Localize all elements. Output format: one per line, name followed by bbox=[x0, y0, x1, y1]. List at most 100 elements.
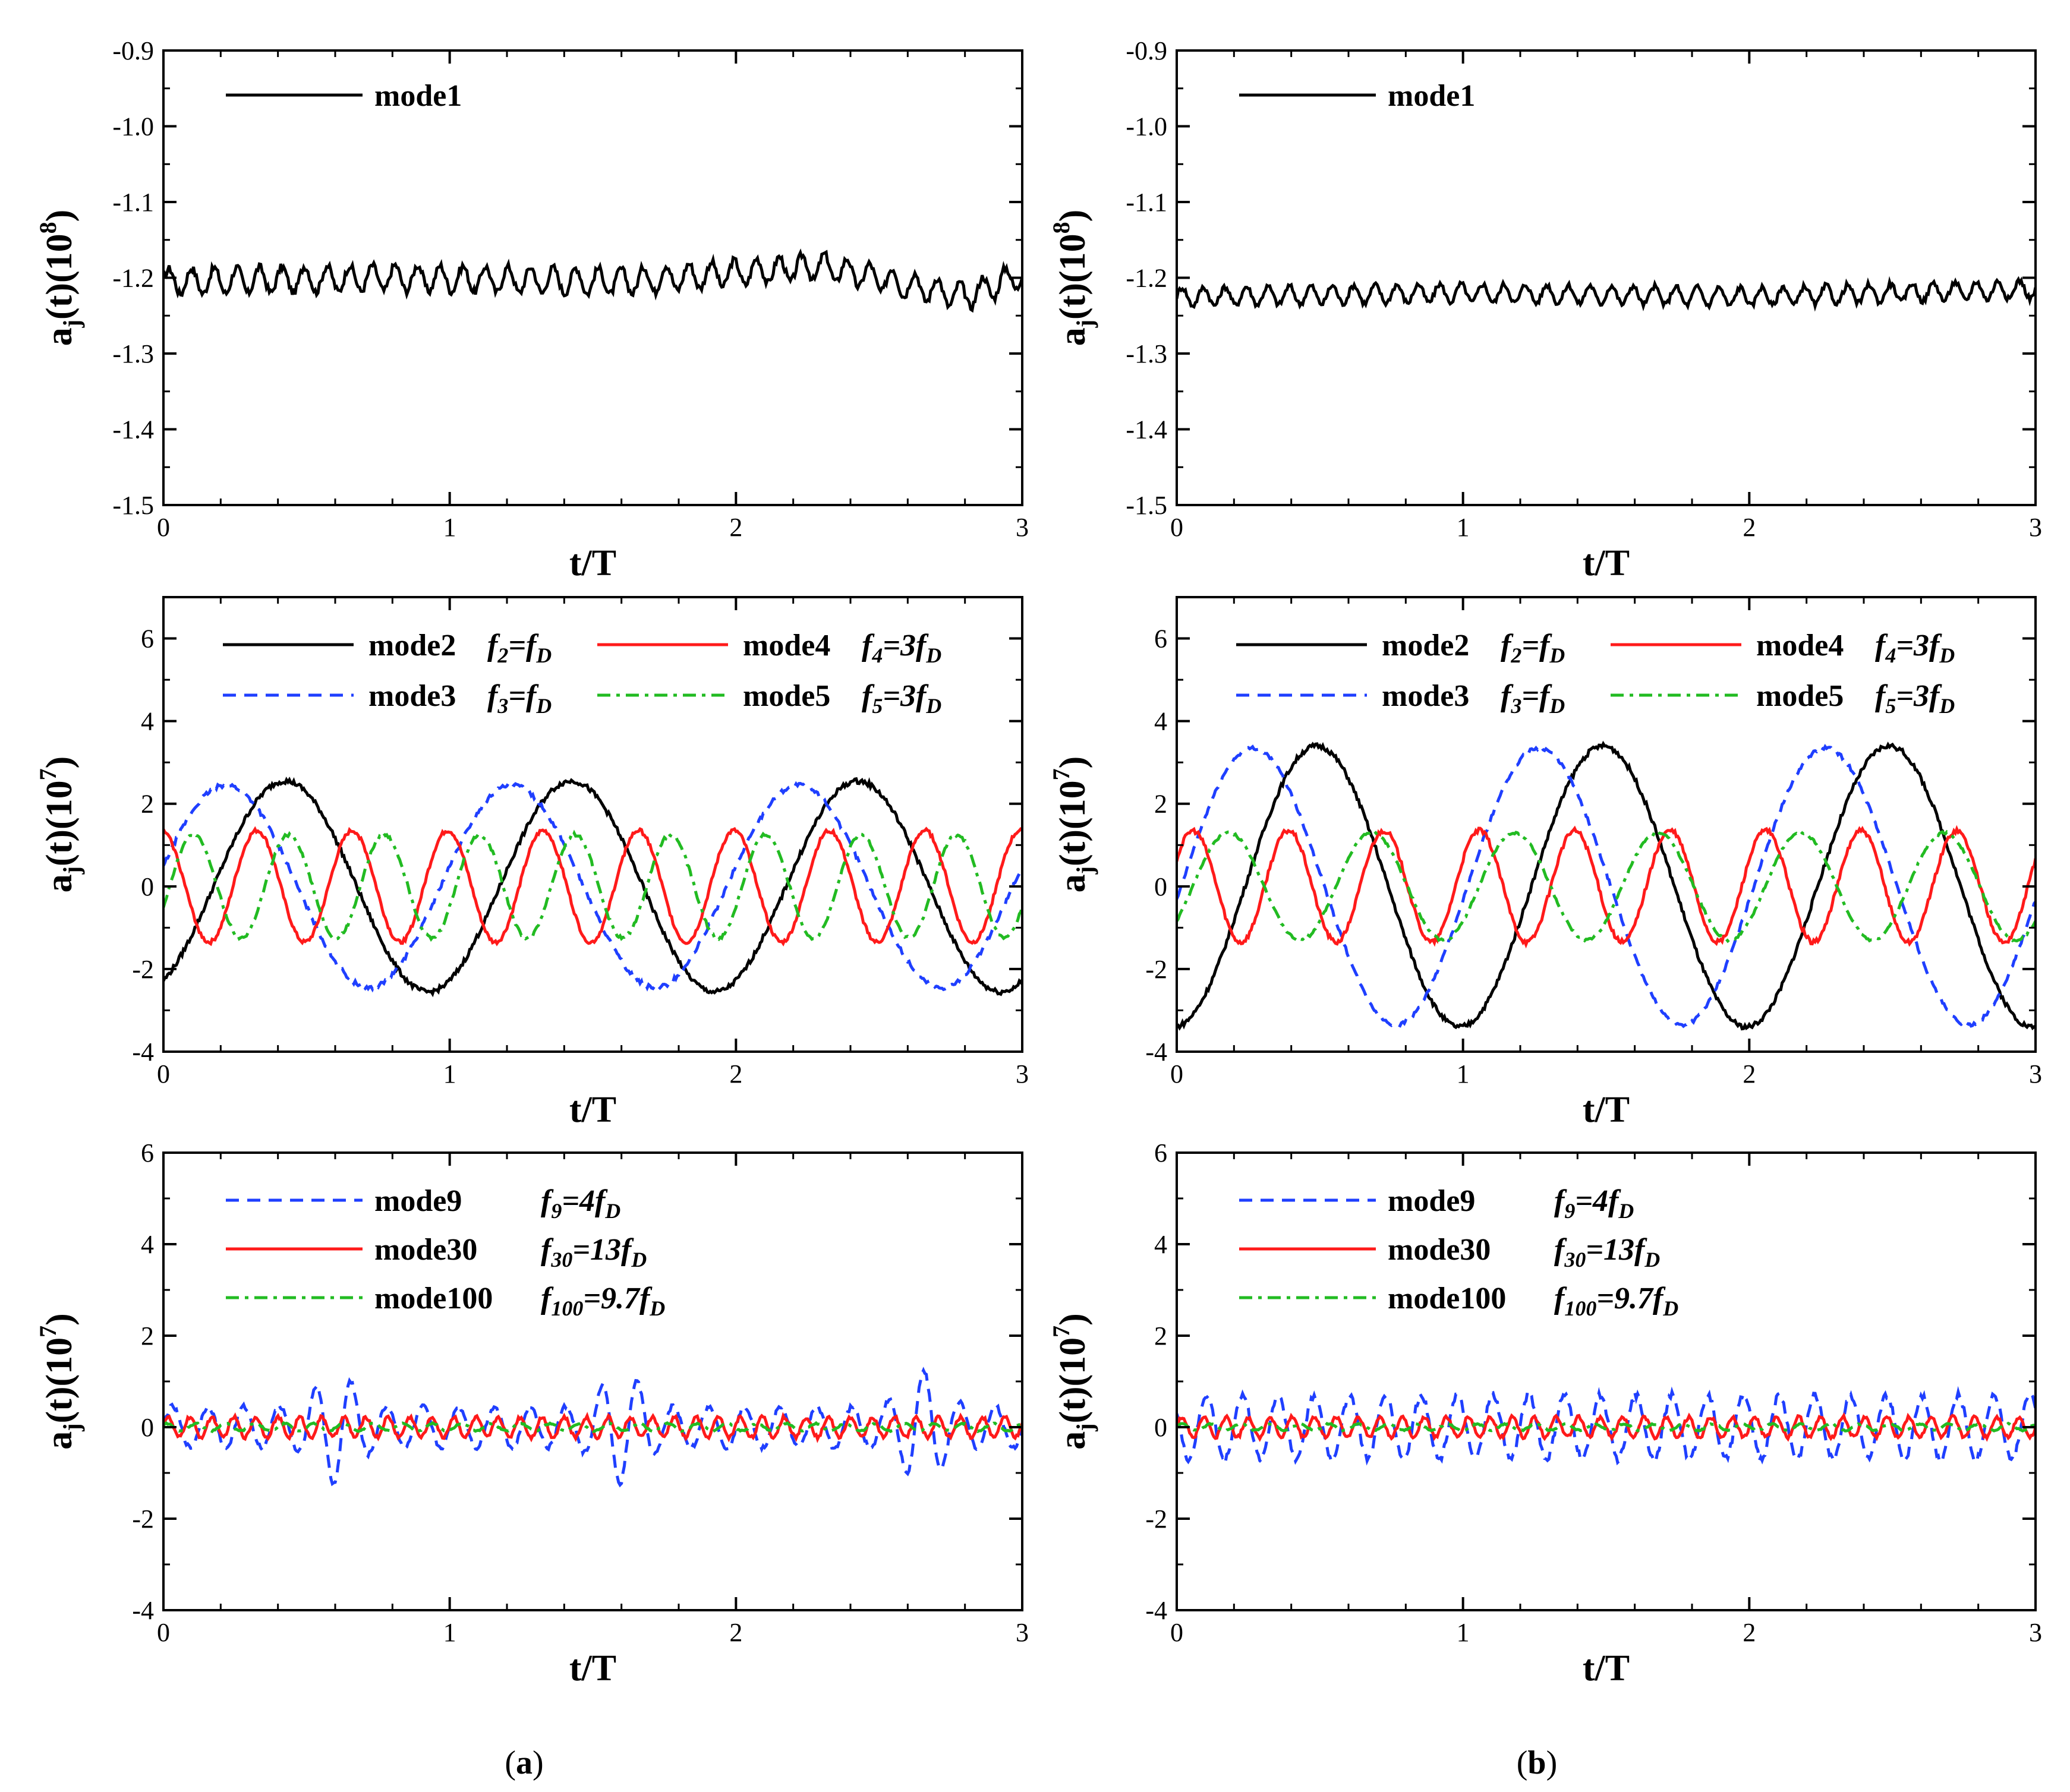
freq-sub: 4 bbox=[1885, 643, 1896, 667]
freq-d: D bbox=[925, 694, 941, 718]
plot-frame bbox=[1176, 596, 2037, 1053]
y-axis-label: aj(t)(108) bbox=[34, 210, 85, 346]
x-axis-label: t/T bbox=[1583, 543, 1630, 583]
y-tick-label: -1.1 bbox=[112, 188, 154, 217]
y-tick-label: 6 bbox=[141, 1138, 154, 1168]
freq-eq: =4f bbox=[562, 1184, 608, 1218]
legend-label-mode9: mode9 bbox=[1388, 1184, 1475, 1218]
series-line-mode100 bbox=[163, 1421, 1022, 1434]
legend-freq-mode9: f9=4fD bbox=[1554, 1184, 1634, 1223]
freq-eq: =13f bbox=[572, 1233, 634, 1267]
y-label-main: a bbox=[1053, 1431, 1093, 1450]
y-tick-label: -1.4 bbox=[1126, 415, 1167, 444]
y-axis-label: aj(t)(108) bbox=[1048, 210, 1098, 346]
y-label-rest: (t)(10 bbox=[39, 780, 80, 866]
caption-a-label: a bbox=[516, 1744, 533, 1781]
y-tick-label: 6 bbox=[1154, 1138, 1167, 1168]
x-tick-label: 2 bbox=[1743, 513, 1756, 542]
freq-sub: 2 bbox=[1510, 643, 1521, 667]
series-line-mode5 bbox=[163, 829, 1022, 942]
freq-eq: =f bbox=[1521, 629, 1552, 662]
freq-sub: 2 bbox=[497, 643, 508, 667]
legend-label-mode4: mode4 bbox=[743, 629, 830, 662]
y-tick-label: 6 bbox=[1154, 624, 1167, 654]
x-tick-label: 2 bbox=[1743, 1618, 1756, 1647]
freq-sub: 5 bbox=[1885, 694, 1896, 718]
x-tick-label: 0 bbox=[157, 1059, 170, 1089]
freq-d: D bbox=[1662, 1296, 1678, 1320]
series-line-mode3 bbox=[163, 780, 1022, 993]
y-tick-label: 2 bbox=[141, 790, 154, 819]
series-line-mode2 bbox=[163, 777, 1022, 998]
y-tick-label: 0 bbox=[141, 872, 154, 901]
freq-eq: =3f bbox=[883, 679, 929, 713]
legend-freq-mode3: f3=fD bbox=[1501, 679, 1565, 718]
y-label-rest: (t)(10 bbox=[1053, 234, 1093, 320]
y-label-main: a bbox=[39, 327, 80, 346]
freq-f: f bbox=[541, 1184, 554, 1218]
y-label-end: ) bbox=[39, 1313, 80, 1326]
y-label-exp: 7 bbox=[1048, 768, 1075, 780]
freq-d: D bbox=[1549, 643, 1565, 667]
freq-f: f bbox=[1554, 1233, 1567, 1267]
x-axis-label: t/T bbox=[569, 543, 616, 583]
y-axis-label: aj(t)(107) bbox=[1048, 1313, 1098, 1450]
plot-frame bbox=[1176, 49, 2037, 506]
freq-sub: 100 bbox=[551, 1296, 583, 1320]
y-label-end: ) bbox=[1053, 210, 1093, 222]
series-line-mode1 bbox=[1177, 276, 2036, 312]
legend-freq-mode100: f100=9.7fD bbox=[541, 1282, 665, 1320]
freq-eq: =f bbox=[508, 629, 539, 662]
x-tick-label: 3 bbox=[2029, 1059, 2042, 1089]
y-label-rest: (t)(10 bbox=[39, 1337, 80, 1424]
legend-label-mode5: mode5 bbox=[743, 679, 830, 713]
plot-frame bbox=[162, 1151, 1023, 1611]
legend-label-mode2: mode2 bbox=[368, 629, 456, 662]
y-tick-label: -4 bbox=[132, 1596, 154, 1625]
freq-f: f bbox=[862, 629, 875, 662]
x-tick-label: 1 bbox=[443, 1618, 456, 1647]
x-tick-label: 1 bbox=[1457, 1059, 1470, 1089]
plot-frame bbox=[162, 596, 1023, 1053]
series-line-mode4 bbox=[163, 826, 1022, 947]
y-label-exp: 8 bbox=[34, 222, 61, 234]
y-tick-label: 4 bbox=[141, 1230, 154, 1259]
y-label-exp: 8 bbox=[1048, 222, 1075, 234]
y-label-sub: j bbox=[58, 866, 85, 875]
freq-d: D bbox=[535, 694, 552, 718]
y-tick-label: -4 bbox=[132, 1037, 154, 1067]
freq-f: f bbox=[487, 629, 500, 662]
y-label-exp: 7 bbox=[34, 1326, 61, 1337]
freq-sub: 3 bbox=[1510, 694, 1521, 718]
y-label-sub: j bbox=[58, 1423, 85, 1431]
freq-f: f bbox=[1501, 629, 1514, 662]
y-tick-label: -2 bbox=[132, 955, 154, 984]
freq-d: D bbox=[1939, 643, 1955, 667]
x-tick-label: 3 bbox=[2029, 513, 2042, 542]
y-label-end: ) bbox=[39, 210, 80, 222]
legend-label-mode2: mode2 bbox=[1382, 629, 1469, 662]
plot-frame bbox=[162, 49, 1023, 506]
y-tick-label: -1.0 bbox=[112, 112, 154, 141]
y-label-main: a bbox=[39, 1431, 80, 1450]
y-tick-label: 4 bbox=[1154, 707, 1167, 736]
y-tick-label: 2 bbox=[141, 1321, 154, 1351]
legend-label-mode1: mode1 bbox=[374, 79, 462, 113]
x-axis-label: t/T bbox=[1583, 1648, 1630, 1689]
chart-b-top: 0 1 2 3 -1.5 -1.4 -1.3 -1.2 -1.1 -1.0 -0.9 t/T aj(t)… bbox=[1048, 36, 2042, 583]
freq-sub: 5 bbox=[872, 694, 883, 718]
legend-freq-mode3: f3=fD bbox=[487, 679, 552, 718]
x-axis-label: t/T bbox=[569, 1090, 616, 1130]
series-line-mode1 bbox=[163, 248, 1022, 313]
legend-label-mode3: mode3 bbox=[368, 679, 456, 713]
x-tick-label: 3 bbox=[2029, 1618, 2042, 1647]
legend-freq-mode5: f5=3fD bbox=[862, 679, 941, 718]
freq-f: f bbox=[541, 1233, 554, 1267]
freq-eq: =f bbox=[508, 679, 539, 713]
y-label-exp: 7 bbox=[1048, 1326, 1075, 1337]
freq-d: D bbox=[1549, 694, 1565, 718]
legend-label-mode3: mode3 bbox=[1382, 679, 1469, 713]
series-line-mode4 bbox=[1177, 825, 2036, 949]
